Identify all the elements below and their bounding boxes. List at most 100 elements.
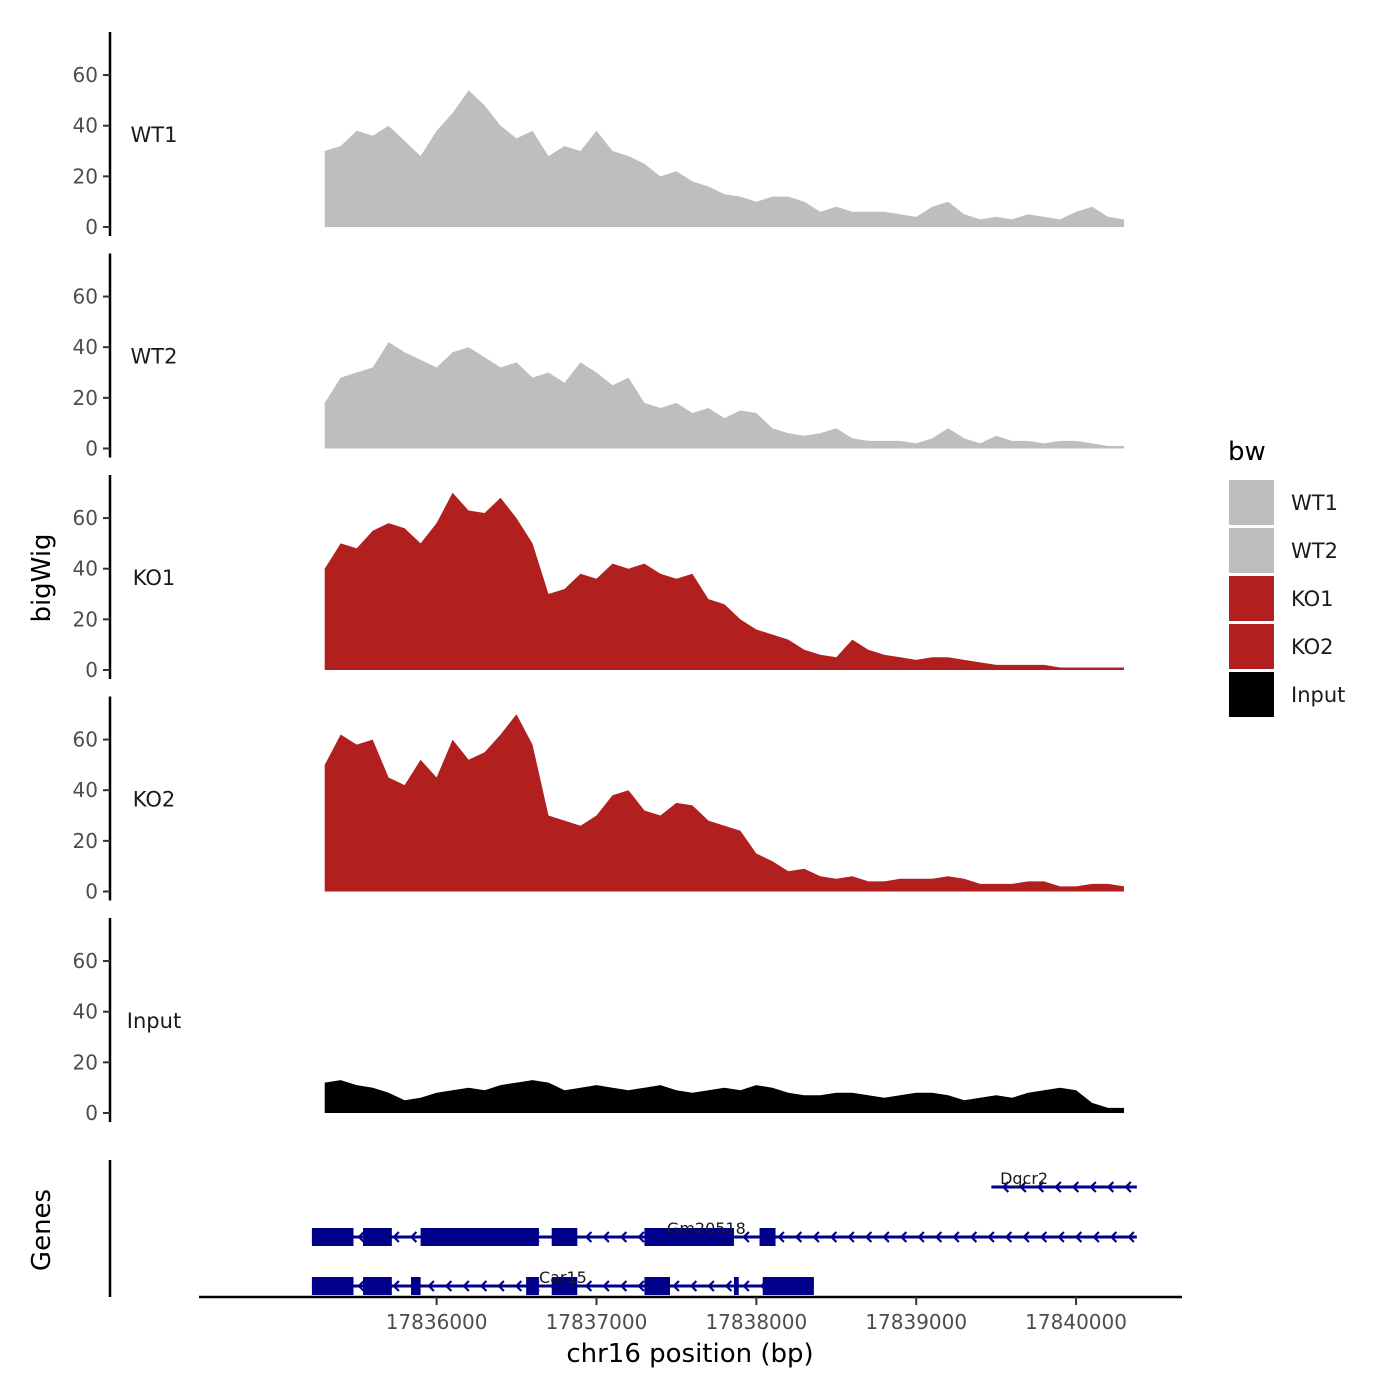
area-ko1 [324, 492, 1124, 670]
legend-key-ko2 [1229, 624, 1274, 669]
y-tick-label: 20 [73, 386, 98, 410]
strand-arrow [829, 1231, 838, 1243]
y-tick-label: 0 [85, 658, 98, 682]
legend-label-input: Input [1291, 683, 1345, 707]
area-input [324, 1080, 1124, 1113]
strand-arrow [602, 1231, 610, 1243]
strand-arrow [934, 1231, 943, 1243]
exon [551, 1228, 578, 1246]
strand-arrow [637, 1280, 645, 1292]
strand-arrow [987, 1231, 995, 1243]
y-tick-label: 40 [73, 557, 98, 581]
strand-arrow [1022, 1231, 1030, 1243]
y-tick-label: 0 [85, 215, 98, 239]
track-wt1: 0 20 40 60 WT1 [73, 32, 1124, 239]
y-tick-label: 0 [85, 1101, 98, 1125]
strand-arrow [462, 1280, 470, 1292]
strand-arrow [742, 1280, 750, 1292]
strand-arrow [672, 1280, 680, 1292]
area-ko2 [324, 714, 1124, 892]
track-label-wt2: WT2 [131, 345, 178, 369]
strand-arrow [812, 1231, 820, 1243]
track-label-input: Input [127, 1009, 181, 1033]
strand-arrow [777, 1231, 785, 1243]
y-tick-label: 40 [73, 778, 98, 802]
gene-annotation-track: Dgcr2 Gm20518 Car15 [108, 1160, 1137, 1297]
strand-arrow [724, 1280, 733, 1292]
exon [733, 1277, 739, 1295]
strand-arrow [619, 1231, 628, 1243]
x-tick-label: 17838000 [705, 1310, 807, 1334]
strand-arrow [602, 1280, 610, 1292]
legend-label-ko1: KO1 [1291, 587, 1334, 611]
legend-key-wt1 [1229, 480, 1274, 525]
exon [644, 1228, 734, 1246]
exon [526, 1277, 539, 1295]
strand-arrow [584, 1231, 593, 1243]
strand-arrow [514, 1280, 523, 1292]
gene-label: Dgcr2 [1000, 1169, 1048, 1188]
strand-arrow [864, 1231, 873, 1243]
strand-arrow [479, 1280, 488, 1292]
x-tick-label: 17839000 [865, 1310, 967, 1334]
track-label-wt1: WT1 [131, 123, 178, 147]
legend-label-wt2: WT2 [1291, 539, 1338, 563]
exon [363, 1277, 392, 1295]
exon [644, 1277, 671, 1295]
track-input: 0 20 40 60 Input [73, 918, 1124, 1125]
y-tick-label: 20 [73, 1050, 98, 1074]
strand-arrow [1124, 1181, 1132, 1193]
exon [420, 1228, 539, 1246]
track-ko2: 0 20 40 60 KO2 [73, 696, 1124, 904]
y-tick-label: 40 [73, 1000, 98, 1024]
exon [759, 1228, 776, 1246]
strand-arrow [1089, 1181, 1097, 1193]
exon [411, 1277, 421, 1295]
y-tick-label: 60 [73, 728, 98, 752]
x-tick-label: 17836000 [386, 1310, 488, 1334]
strand-arrow [357, 1231, 365, 1243]
strand-arrow [1057, 1231, 1065, 1243]
coverage-tracks: 0 20 40 60 WT1 0 20 40 60 WT2 0 20 40 60 KO1 0 20 40 60 KO2… [73, 32, 1124, 1125]
exon [762, 1277, 814, 1295]
track-wt2: 0 20 40 60 WT2 [73, 253, 1124, 461]
exon [311, 1277, 354, 1295]
strand-arrow [637, 1231, 645, 1243]
gene-label: Car15 [539, 1268, 587, 1287]
gene-dgcr2: Dgcr2 [991, 1169, 1137, 1193]
x-tick-label: 17837000 [546, 1310, 648, 1334]
area-wt1 [324, 90, 1124, 227]
strand-arrow [357, 1280, 365, 1292]
genes-axis-title: Genes [27, 1189, 57, 1271]
strand-arrow [1039, 1231, 1048, 1243]
strand-arrow [707, 1280, 715, 1292]
strand-arrow [1071, 1181, 1080, 1193]
strand-arrow [794, 1231, 803, 1243]
strand-arrow [392, 1280, 400, 1292]
exon [311, 1228, 354, 1246]
strand-arrow [497, 1280, 505, 1292]
y-tick-label: 0 [85, 880, 98, 904]
strand-arrow [847, 1231, 855, 1243]
legend-key-input [1229, 672, 1274, 717]
y-axis-title: bigWig [27, 533, 57, 622]
strand-arrow [952, 1231, 960, 1243]
exon [363, 1228, 392, 1246]
legend-label-ko2: KO2 [1291, 635, 1334, 659]
area-wt2 [324, 342, 1124, 449]
y-tick-label: 20 [73, 829, 98, 853]
x-axis: 17836000 17837000 17838000 17839000 17840000 [199, 1295, 1182, 1334]
strand-arrow [1092, 1231, 1100, 1243]
legend: WT1 WT2 KO1 KO2 Input [1229, 480, 1345, 717]
strand-arrow [689, 1280, 698, 1292]
strand-arrow [619, 1280, 628, 1292]
strand-arrow [1004, 1231, 1013, 1243]
strand-arrow [1074, 1231, 1083, 1243]
gene-car15: Car15 [311, 1268, 814, 1295]
y-tick-label: 60 [73, 949, 98, 973]
y-tick-label: 40 [73, 114, 98, 138]
y-tick-label: 20 [73, 607, 98, 631]
legend-label-wt1: WT1 [1291, 491, 1338, 515]
y-tick-label: 20 [73, 164, 98, 188]
